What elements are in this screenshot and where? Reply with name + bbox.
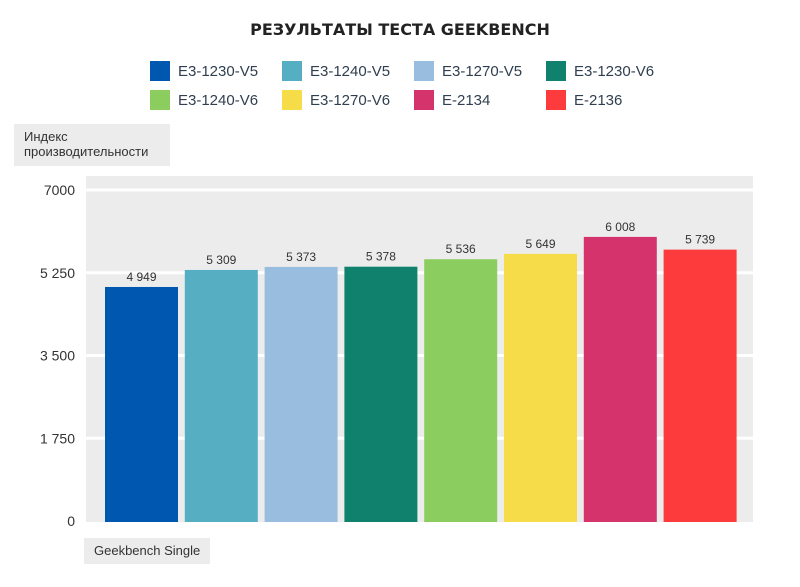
legend-swatch	[282, 90, 302, 110]
data-label: 6 008	[605, 220, 635, 234]
legend-item[interactable]: E3-1270-V5	[414, 61, 522, 81]
legend-label: E3-1240-V6	[178, 91, 259, 109]
y-tick-label: 5 250	[40, 265, 75, 281]
bar	[184, 269, 258, 522]
bar	[344, 266, 418, 522]
y-axis-label: Индекс производительности	[14, 124, 170, 166]
data-label: 5 309	[206, 253, 236, 267]
legend-swatch	[414, 90, 434, 110]
legend-item[interactable]: E3-1240-V5	[282, 61, 390, 81]
legend-item[interactable]: E3-1270-V6	[282, 90, 390, 110]
legend-label: E3-1230-V6	[574, 62, 655, 80]
legend-swatch	[414, 61, 434, 81]
data-label: 4 949	[126, 270, 156, 284]
data-label: 5 373	[286, 250, 316, 264]
bar	[504, 253, 577, 522]
legend-item[interactable]: E-2136	[546, 90, 622, 110]
bar	[105, 286, 178, 522]
legend-label: E3-1230-V5	[178, 62, 259, 80]
legend-item[interactable]: E-2134	[414, 90, 490, 110]
legend-item[interactable]: E3-1240-V6	[150, 90, 258, 110]
y-tick-label: 1 750	[40, 430, 75, 446]
y-tick-label: 3 500	[40, 348, 75, 364]
legend-label: E3-1270-V6	[310, 91, 391, 109]
legend-item[interactable]: E3-1230-V5	[150, 61, 258, 81]
x-axis-label: Geekbench Single	[84, 538, 211, 564]
y-tick-label: 0	[67, 513, 75, 529]
legend-item[interactable]: E3-1230-V6	[546, 61, 654, 81]
legend-swatch	[546, 90, 566, 110]
legend-label: E-2136	[574, 91, 623, 109]
data-label: 5 739	[685, 233, 715, 247]
legend-label: E-2134	[442, 91, 491, 109]
bar	[663, 249, 737, 522]
bar	[264, 266, 338, 522]
legend-swatch	[150, 61, 170, 81]
legend-swatch	[546, 61, 566, 81]
data-label: 5 649	[525, 237, 555, 251]
legend-swatch	[150, 90, 170, 110]
bar	[583, 236, 657, 523]
data-label: 5 536	[446, 242, 476, 256]
legend-label: E3-1270-V5	[442, 62, 523, 80]
legend-swatch	[282, 61, 302, 81]
legend-label: E3-1240-V5	[310, 62, 391, 80]
chart-title: РЕЗУЛЬТАТЫ ТЕСТА GEEKBENCH	[250, 20, 550, 39]
bar	[424, 259, 498, 522]
data-label: 5 378	[366, 250, 396, 264]
y-tick-label: 7000	[44, 182, 75, 198]
legend: E3-1230-V5 E3-1240-V5 E3-1270-V5 E3-1230…	[150, 61, 750, 111]
